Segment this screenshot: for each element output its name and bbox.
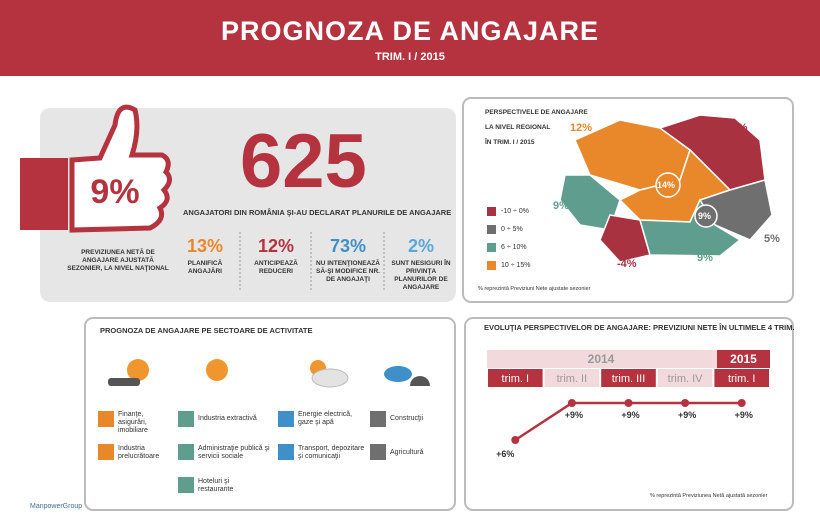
region-label: 9% <box>698 211 712 221</box>
legend-label: -10 ÷ 0% <box>501 208 529 215</box>
region-label: 9% <box>697 252 713 264</box>
sector-label: Energie electrică, gaze şi apă <box>298 411 353 426</box>
region-label: 5% <box>764 233 780 245</box>
quarter-label: trim. IV <box>668 373 703 385</box>
map-title: PERSPECTIVELE DE ANGAJARE <box>485 109 588 116</box>
stat-value: 12% <box>257 236 295 256</box>
legend-label: 10 ÷ 15% <box>501 262 531 269</box>
region-label: -7% <box>728 122 748 134</box>
national-caption: PREVIZIUNEA NETĂ DE ANGAJARE AJUSTATĂ SE… <box>67 249 169 272</box>
value-label: +9% <box>565 410 583 420</box>
sector-label: Hoteluri şi restaurante <box>198 478 234 493</box>
region-label: 9% <box>553 200 569 212</box>
quarter-label: trim. II <box>557 373 588 385</box>
quarter-label: trim. I <box>728 373 756 385</box>
value-label: +9% <box>678 410 696 420</box>
stat-label: ANTICIPEAZĂ REDUCERI <box>254 260 298 275</box>
trend-point <box>681 399 690 407</box>
sector-label: Industria extractivă <box>198 415 257 422</box>
trend-point <box>567 399 576 407</box>
legend-label: 6 ÷ 10% <box>501 244 527 251</box>
quarter-cell <box>544 369 600 387</box>
stat-label: NU INTENŢIONEAZĂ SĂ-ŞI MODIFICE NR. DE A… <box>316 260 380 283</box>
stat-value: 13% <box>186 236 224 256</box>
subtitle: TRIM. I / 2015 <box>375 51 445 63</box>
sector-label: Agricultură <box>390 449 424 456</box>
region-label: 14% <box>657 180 676 190</box>
year-label: 2014 <box>587 352 615 366</box>
quarter-cell <box>714 369 769 387</box>
employers-caption: ANGAJATORI DIN ROMÂNIA ŞI-AU DECLARAT PL… <box>183 208 452 217</box>
sector-title: PROGNOZA DE ANGAJARE PE SECTOARE DE ACTI… <box>100 326 313 335</box>
map-title: LA NIVEL REGIONAL <box>485 124 551 131</box>
logo-text: ManpowerGroup <box>30 503 83 510</box>
year-label: 2015 <box>730 352 757 366</box>
weather-icons <box>108 359 430 388</box>
sector-label: Administraţie publică şi servicii social… <box>198 445 270 460</box>
national-value: 9% <box>90 173 140 211</box>
trend-point <box>737 399 746 407</box>
trend-title: EVOLUŢIA PERSPECTIVELOR DE ANGAJARE: PRE… <box>484 323 795 332</box>
region-label: 12% <box>570 122 593 134</box>
header-band <box>0 0 820 76</box>
quarter-label: trim. III <box>612 373 646 385</box>
sector-panel <box>84 317 456 511</box>
quarter-cell <box>657 369 713 387</box>
sector-label: Industria prelucrătoare <box>118 445 160 460</box>
trend-note: % reprezintă Previziunea Netă ajustată s… <box>650 493 768 499</box>
sector-icons <box>98 411 386 493</box>
stat-value: 2% <box>407 236 434 256</box>
stat-value: 73% <box>329 236 367 256</box>
title: PROGNOZA DE ANGAJARE <box>220 16 600 46</box>
stat-label: SUNT NESIGURI ÎN PRIVINŢA PLANURILOR DE … <box>391 260 451 291</box>
map-title: ÎN TRIM. I / 2015 <box>485 139 535 146</box>
employers-count: 625 <box>240 119 367 204</box>
legend-label: 0 ÷ 5% <box>501 226 523 233</box>
legend-swatches <box>487 207 496 270</box>
quarter-cell <box>488 369 543 387</box>
thumb-icon <box>20 104 172 233</box>
value-label: +6% <box>496 449 514 459</box>
year-band <box>487 350 770 368</box>
value-label: +9% <box>621 410 639 420</box>
stat-label: PLANIFICĂ ANGAJĂRI <box>187 260 223 275</box>
map-note: % reprezintă Previziuni Nete ajustate se… <box>478 286 591 292</box>
year-band-2015 <box>717 350 770 368</box>
region-label: -4% <box>617 258 637 270</box>
sector-label: Construcţii <box>390 415 424 422</box>
value-label: +9% <box>735 410 753 420</box>
trend-point <box>511 436 520 444</box>
sector-label: Finanţe, asigurări, imobiliare <box>118 411 148 434</box>
romania-map <box>559 114 773 263</box>
quarter-cell <box>601 369 656 387</box>
trend-point <box>624 399 633 407</box>
quarter-label: trim. I <box>502 373 530 385</box>
sector-label: Transport, depozitare şi comunicaţii <box>298 445 365 460</box>
